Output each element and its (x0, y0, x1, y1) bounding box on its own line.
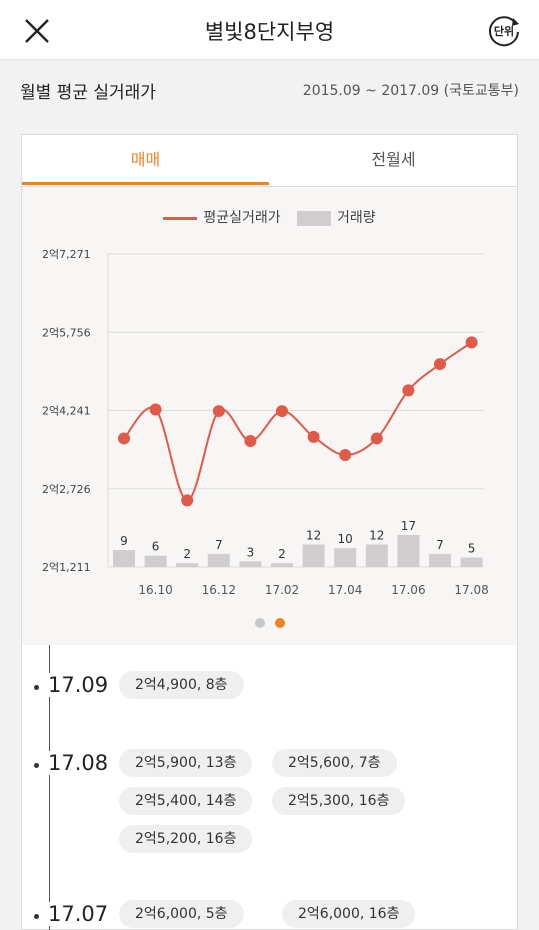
transaction-chip[interactable]: 2억5,400, 14층 (119, 787, 253, 815)
volume-bar (271, 563, 293, 567)
pager-dot-2[interactable] (274, 618, 285, 628)
volume-bar (144, 555, 167, 567)
chart-pager (22, 613, 517, 632)
x-tick-label: 16.10 (138, 583, 172, 597)
tab-sale[interactable]: 매매 (130, 150, 161, 169)
x-tick-label: 17.06 (391, 583, 425, 597)
volume-bar-label: 3 (247, 545, 255, 559)
top-bar: 별빛8단지부영 단위 (0, 0, 539, 60)
price-point (212, 405, 225, 418)
y-tick-label: 2억4,241 (42, 405, 91, 418)
volume-bar-label: 2 (278, 547, 286, 561)
volume-bar-label: 9 (120, 534, 128, 548)
x-tick-label: 17.02 (265, 583, 299, 597)
volume-bar-label: 2 (183, 547, 191, 561)
tab-bar: 매매 전월세 (22, 135, 517, 187)
volume-bar (239, 561, 262, 567)
price-point (402, 384, 415, 397)
legend-item-price: 평균실거래가 (163, 207, 281, 227)
transaction-chip[interactable]: 2억6,000, 5층 (119, 900, 244, 928)
timeline-bullet (34, 763, 39, 768)
price-point (370, 432, 383, 445)
y-tick-label: 2억2,726 (42, 483, 91, 496)
volume-bar (397, 535, 420, 567)
x-tick-label: 17.08 (454, 583, 488, 597)
price-point (339, 448, 352, 461)
timeline-bullet (34, 914, 39, 919)
legend-item-volume: 거래량 (297, 207, 376, 227)
month-label: 17.09 (48, 673, 111, 697)
unit-label: 단위 (493, 25, 515, 38)
volume-bar-label: 7 (215, 538, 223, 552)
page-title: 별빛8단지부영 (204, 20, 335, 44)
active-tab-indicator (22, 182, 269, 185)
unit-toggle-button[interactable]: 단위 (485, 12, 523, 50)
pager-dot-1[interactable] (254, 618, 265, 628)
timeline-bullet (34, 685, 39, 690)
volume-bar (176, 563, 199, 567)
y-tick-label: 2억7,271 (42, 248, 91, 261)
price-volume-chart: 2억7,271 2억5,756 2억4,241 2억2,726 2억1,211 9 6 2 7 3… (42, 248, 489, 597)
price-point (244, 435, 257, 448)
legend-volume-label: 거래량 (337, 210, 376, 226)
section-date-range: 2015.09 ~ 2017.09 (국토교통부) (302, 83, 519, 99)
price-point (307, 430, 320, 443)
tab-rent[interactable]: 전월세 (371, 150, 416, 169)
refresh-circle-icon (489, 16, 519, 47)
transaction-chip[interactable]: 2억5,600, 7층 (272, 749, 397, 777)
volume-bar (207, 553, 230, 567)
price-point (465, 336, 478, 349)
legend-bar-swatch (297, 210, 332, 226)
month-label: 17.08 (48, 751, 111, 775)
close-button[interactable] (20, 14, 54, 48)
price-point (118, 432, 130, 445)
volume-bar (113, 550, 135, 567)
transaction-chip[interactable]: 2억5,300, 16층 (272, 787, 406, 815)
y-tick-label: 2억5,756 (42, 326, 91, 339)
transaction-timeline: 17.09 2억4,900, 8층 17.08 2억5,900, 13층 2억5… (22, 645, 517, 930)
volume-bar-label: 12 (369, 528, 384, 542)
volume-bar-label: 6 (152, 540, 160, 554)
chart-legend: 평균실거래가 거래량 (22, 207, 517, 229)
price-point (181, 494, 194, 507)
price-line (123, 341, 473, 502)
volume-bar-label: 10 (338, 532, 353, 546)
month-label: 17.07 (48, 902, 111, 926)
section-header: 월별 평균 실거래가 2015.09 ~ 2017.09 (국토교통부) (0, 61, 539, 114)
price-point (149, 403, 162, 416)
price-point (276, 405, 288, 418)
y-tick-label: 2억1,211 (42, 561, 91, 574)
volume-bar (460, 557, 483, 567)
price-card: 매매 전월세 평균실거래가 거래량 2억7,271 2억5,756 2억4,241 2… (21, 134, 518, 930)
volume-bar-label: 12 (306, 528, 321, 542)
volume-bar (365, 544, 388, 567)
legend-price-label: 평균실거래가 (203, 210, 281, 226)
transaction-chip[interactable]: 2억4,900, 8층 (119, 671, 244, 699)
transaction-chip[interactable]: 2억5,200, 16층 (119, 825, 253, 853)
transaction-chip[interactable]: 2억5,900, 13층 (119, 749, 253, 777)
price-point (434, 358, 446, 371)
volume-bar-label: 17 (401, 519, 416, 533)
close-icon (25, 19, 49, 43)
legend-line-swatch (163, 216, 198, 220)
timeline-line (49, 645, 50, 930)
volume-bar (429, 553, 451, 567)
volume-bar-label: 5 (468, 542, 476, 556)
x-tick-label: 17.04 (328, 583, 362, 597)
section-title: 월별 평균 실거래가 (20, 83, 156, 103)
volume-bar (302, 544, 325, 567)
x-tick-label: 16.12 (202, 583, 236, 597)
chart-area: 평균실거래가 거래량 2억7,271 2억5,756 2억4,241 2억2,726 2… (22, 187, 517, 645)
volume-bar-label: 7 (436, 538, 444, 552)
volume-bar (334, 548, 357, 567)
transaction-chip[interactable]: 2억6,000, 16층 (282, 900, 416, 928)
